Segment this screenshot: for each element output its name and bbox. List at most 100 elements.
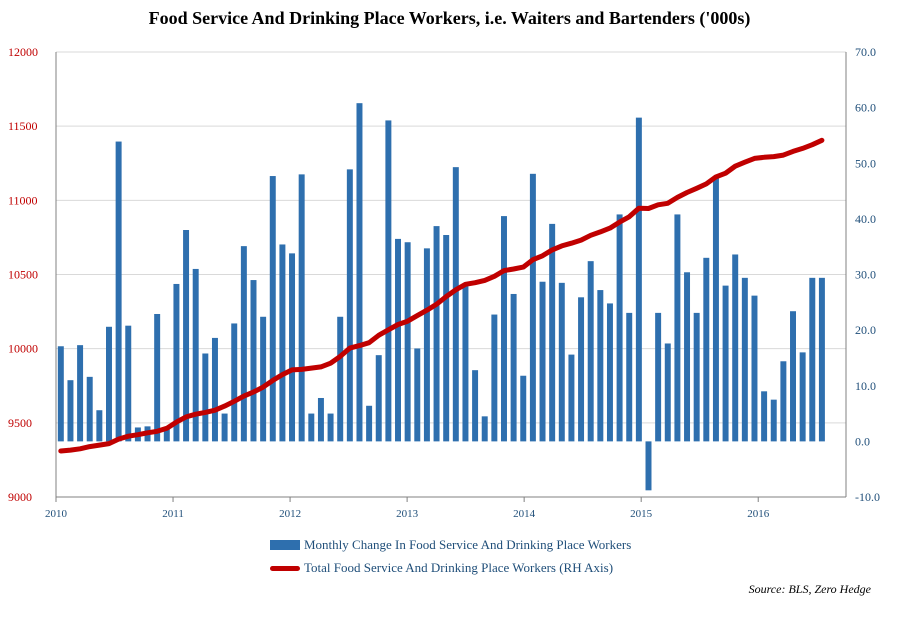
bar — [67, 380, 74, 442]
bar — [385, 120, 392, 442]
bar — [501, 216, 507, 442]
bar — [240, 246, 247, 442]
right-tick-label: 40.0 — [855, 212, 876, 226]
right-tick-label: 50.0 — [855, 156, 876, 170]
bar — [693, 312, 700, 442]
bar — [375, 355, 382, 442]
bar — [211, 337, 218, 442]
bar — [703, 257, 710, 442]
bar — [192, 268, 199, 442]
x-tick-label: 2013 — [396, 508, 419, 520]
bar — [664, 343, 671, 442]
bar — [770, 399, 777, 442]
left-tick-label: 9000 — [8, 490, 32, 504]
bar — [539, 281, 546, 442]
bar — [395, 238, 401, 442]
bar — [587, 261, 594, 442]
bar — [452, 167, 459, 442]
bar — [472, 370, 479, 442]
bar — [751, 295, 758, 442]
bar — [722, 285, 729, 442]
bar — [260, 316, 267, 442]
bar — [423, 248, 430, 442]
bar — [125, 325, 132, 442]
x-tick-label: 2014 — [513, 508, 536, 520]
bar — [790, 311, 796, 442]
bar — [645, 441, 652, 491]
x-tick-label: 2010 — [45, 508, 68, 520]
bar — [366, 405, 373, 442]
bar — [356, 103, 363, 442]
bar — [250, 280, 257, 442]
bar — [761, 391, 768, 442]
bar — [481, 416, 488, 442]
bar — [404, 242, 411, 442]
bar — [549, 223, 556, 442]
bar — [568, 354, 575, 442]
bar — [163, 427, 170, 442]
bar — [684, 272, 691, 442]
bar — [655, 312, 662, 442]
bar — [780, 361, 787, 442]
legend-line-swatch — [270, 565, 300, 571]
bar — [597, 290, 604, 442]
bar — [529, 173, 536, 442]
left-tick-label: 11000 — [8, 193, 38, 207]
bar — [414, 348, 421, 442]
right-tick-label: 10.0 — [855, 379, 876, 393]
bar — [298, 174, 305, 442]
bar — [115, 141, 122, 442]
right-tick-label: 30.0 — [855, 268, 876, 282]
bar — [308, 413, 315, 442]
x-tick-label: 2015 — [630, 508, 653, 520]
bar — [346, 169, 353, 442]
bar — [510, 293, 517, 442]
bar — [674, 214, 681, 442]
legend-line-label: Total Food Service And Drinking Place Wo… — [304, 560, 614, 575]
x-tick-label: 2011 — [162, 508, 184, 520]
bar — [712, 177, 719, 442]
legend-bar-swatch — [270, 540, 300, 550]
bar — [520, 375, 527, 442]
bar — [183, 230, 190, 442]
bar — [231, 323, 238, 442]
bar — [96, 410, 103, 442]
total-workers-line — [58, 137, 825, 454]
right-tick-label: 20.0 — [855, 323, 876, 337]
legend-bar-label: Monthly Change In Food Service And Drink… — [304, 537, 632, 552]
left-tick-label: 9500 — [8, 416, 32, 430]
bar — [635, 117, 642, 442]
bar — [86, 376, 93, 442]
bar — [269, 176, 276, 442]
source-note: Source: BLS, Zero Hedge — [748, 582, 871, 596]
bar — [57, 346, 64, 442]
bar — [818, 277, 825, 442]
left-tick-label: 12000 — [8, 45, 38, 59]
bar — [77, 345, 84, 442]
x-tick-label: 2012 — [279, 508, 301, 520]
x-tick-label: 2016 — [747, 508, 770, 520]
left-tick-label: 11500 — [8, 119, 38, 133]
bar-series — [57, 103, 825, 491]
bar — [154, 313, 161, 442]
bar — [809, 277, 816, 442]
bar — [606, 303, 613, 442]
bar — [626, 312, 633, 442]
right-tick-label: 0.0 — [855, 434, 870, 448]
bar — [578, 297, 585, 442]
bar — [741, 277, 748, 442]
bar — [732, 254, 739, 442]
bar — [462, 286, 469, 442]
bar — [173, 283, 180, 442]
bar — [443, 235, 450, 442]
bar — [433, 226, 440, 442]
bar — [337, 316, 344, 442]
bar — [558, 282, 565, 442]
right-tick-label: 70.0 — [855, 45, 876, 59]
bar — [106, 326, 112, 442]
right-tick-label: -10.0 — [855, 490, 880, 504]
bar — [279, 244, 286, 442]
bar — [491, 314, 498, 442]
line-series — [58, 137, 825, 454]
bar — [221, 413, 228, 442]
